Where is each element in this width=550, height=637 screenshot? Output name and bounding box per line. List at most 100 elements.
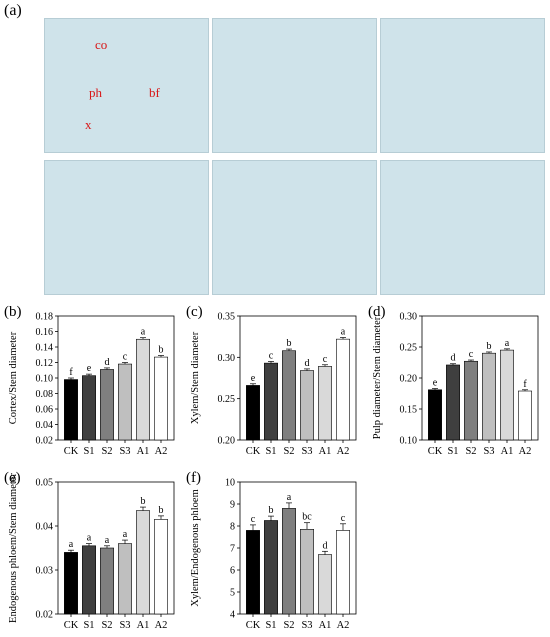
bar-ck (64, 552, 78, 615)
y-tick-label: 0.20 (400, 374, 418, 385)
bar-a2 (154, 519, 168, 615)
x-tick-label: A1 (319, 446, 332, 457)
x-tick-label: A1 (137, 446, 150, 457)
bar-ck (246, 530, 260, 615)
x-tick-label: S2 (283, 620, 294, 631)
bar-s1 (446, 364, 460, 441)
significance-label: d (105, 357, 110, 368)
y-tick-label: 0.03 (36, 566, 54, 577)
chart-b: (b) 0.02 0.04 0.06 0.08 0.10 0.12 0.14 0.16 0.18 C… (0, 302, 182, 462)
chart-f: (f) 4 5 6 7 8 9 10 Xylem/Endogenous phloem c CK b S1… (182, 468, 364, 636)
y-tick-label: 0.16 (36, 327, 54, 338)
significance-label: a (287, 492, 292, 503)
x-tick-label: CK (246, 446, 261, 457)
significance-label: d (451, 353, 456, 364)
x-tick-label: S3 (301, 446, 312, 457)
x-tick-label: S1 (83, 620, 94, 631)
significance-label: a (105, 535, 110, 546)
y-axis-label: Pulp diameter/Stem diameter (372, 316, 383, 439)
y-tick-label: 0.05 (36, 478, 54, 489)
significance-label: d (323, 540, 328, 551)
bar-s2 (464, 360, 478, 441)
bar-s3 (300, 528, 314, 615)
y-tick-label: 0.15 (400, 405, 418, 416)
y-tick-label: 0.25 (400, 343, 418, 354)
annotation-x: x (85, 117, 92, 132)
significance-label: e (87, 363, 92, 374)
y-axis-label: Xylem/Endogenous phloem (190, 489, 201, 607)
bar-a2 (518, 390, 532, 441)
y-tick-label: 0.06 (36, 405, 54, 416)
y-tick-label: 6 (230, 566, 235, 577)
chart-e: (e) 0.02 0.03 0.04 0.05 Endogenous phloem/Ste… (0, 468, 182, 636)
bar-s1 (264, 362, 278, 441)
y-tick-label: 0.30 (218, 353, 236, 364)
bar-s3 (118, 363, 132, 441)
bar-a1 (136, 510, 150, 615)
significance-label: a (123, 529, 128, 540)
significance-label: b (141, 496, 146, 507)
y-tick-label: 0.10 (400, 436, 418, 447)
plot-frame (239, 315, 357, 441)
significance-label: c (341, 513, 346, 524)
x-tick-label: A2 (337, 446, 350, 457)
x-tick-label: S1 (83, 446, 94, 457)
significance-label: b (269, 505, 274, 516)
chart-d: (d) 0.10 0.15 0.20 0.25 0.30 Pulp diameter/Ste… (364, 302, 546, 462)
y-tick-label: 0.20 (218, 436, 236, 447)
significance-label: a (141, 327, 146, 338)
significance-label: c (469, 349, 474, 360)
micrograph-ck: CK co ph bf x (44, 18, 209, 153)
y-axis-label: Cortex/Stem diameter (8, 331, 19, 424)
bar-a1 (500, 349, 514, 441)
bar-ck (246, 385, 260, 441)
significance-label: c (323, 354, 328, 365)
x-tick-label: S3 (483, 446, 494, 457)
x-tick-label: A2 (519, 446, 532, 457)
significance-label: a (87, 533, 92, 544)
micrograph-label: A1 (213, 160, 230, 161)
significance-label: a (505, 338, 510, 349)
bar-s2 (100, 547, 114, 615)
x-tick-label: S1 (447, 446, 458, 457)
micrograph-s1: S1 (212, 18, 377, 153)
chart-d-svg: (d) 0.10 0.15 0.20 0.25 0.30 Pulp diameter/Ste… (368, 304, 539, 457)
panel-a-letter: (a) (4, 2, 22, 19)
micrograph-label: S1 (213, 18, 228, 19)
x-tick-label: CK (428, 446, 443, 457)
y-tick-label: 0.18 (36, 312, 54, 323)
y-tick-label: 0.14 (36, 343, 54, 354)
panel-letter: (b) (4, 304, 22, 320)
y-tick-label: 8 (230, 522, 235, 533)
plot-frame (57, 481, 175, 615)
x-tick-label: S3 (119, 620, 130, 631)
micrograph-a1: A1 (212, 160, 377, 295)
significance-label: b (159, 345, 164, 356)
chart-c: (c) 0.20 0.25 0.30 0.35 Xylem/Stem diameter e C… (182, 302, 364, 462)
panel-letter: (d) (368, 304, 386, 320)
y-axis-label: Xylem/Stem diameter (190, 331, 201, 424)
x-tick-label: S3 (301, 620, 312, 631)
bar-s2 (100, 369, 114, 441)
x-tick-label: A2 (155, 620, 168, 631)
bar-s1 (82, 545, 96, 615)
significance-label: c (123, 352, 128, 363)
significance-label: c (269, 350, 274, 361)
x-tick-label: A1 (501, 446, 514, 457)
y-tick-label: 0.12 (36, 358, 54, 369)
panel-letter: (c) (186, 304, 203, 320)
significance-label: bc (302, 512, 312, 523)
chart-b-svg: (b) 0.02 0.04 0.06 0.08 0.10 0.12 0.14 0.16 0.18 C… (4, 304, 175, 457)
y-tick-label: 10 (225, 478, 235, 489)
x-tick-label: S1 (265, 446, 276, 457)
significance-label: f (69, 367, 73, 378)
x-tick-label: S2 (283, 446, 294, 457)
bar-s3 (300, 370, 314, 441)
x-tick-label: S1 (265, 620, 276, 631)
y-tick-label: 0.02 (36, 436, 54, 447)
significance-label: e (433, 378, 438, 389)
x-tick-label: A2 (155, 446, 168, 457)
bar-a2 (336, 338, 350, 441)
chart-e-svg: (e) 0.02 0.03 0.04 0.05 Endogenous phloem/Ste… (4, 470, 175, 631)
y-axis-label: Endogenous phloem/Stem diameter (8, 473, 19, 623)
